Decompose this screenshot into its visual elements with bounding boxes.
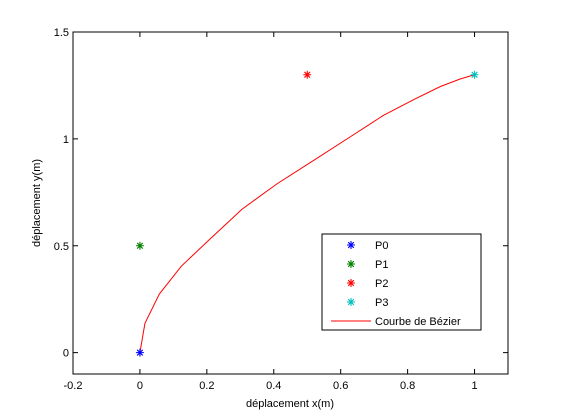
legend-marker-p0 (347, 241, 355, 249)
x-axis-label: déplacement x(m) (246, 398, 334, 410)
point-marker-p1 (135, 241, 144, 250)
point-marker-p2 (303, 70, 312, 79)
x-tick-label: 1 (471, 380, 477, 392)
legend-marker-p1 (347, 260, 355, 268)
y-tick-label: 0 (63, 348, 69, 360)
bezier-curve-layer (139, 74, 475, 353)
x-tick-label: 0.4 (266, 380, 281, 392)
y-tick-label: 1 (63, 134, 69, 146)
legend-marker-p3 (347, 298, 355, 306)
legend-entry-curve: Courbe de Bézier (375, 316, 461, 328)
bezier-curve-line (139, 74, 475, 353)
x-tick-label: 0.2 (199, 380, 214, 392)
x-tick-label: 0 (137, 380, 143, 392)
point-marker-p3 (470, 70, 479, 79)
legend-marker-p2 (347, 279, 355, 287)
x-tick-label: -0.2 (64, 380, 83, 392)
y-axis-label: déplacement y(m) (31, 159, 43, 247)
legend-entry-p2: P2 (375, 278, 388, 290)
axis-ticks: -0.2 0 0.2 0.4 0.6 0.8 1 0 0.5 1 1.5 (54, 27, 508, 392)
point-marker-p0 (135, 348, 144, 357)
legend-entry-p3: P3 (375, 297, 388, 309)
legend-box (321, 233, 482, 331)
x-tick-label: 0.6 (333, 380, 348, 392)
legend-entry-p1: P1 (375, 259, 388, 271)
legend: P0 P1 P2 P3 Courbe de Bézier (321, 233, 482, 331)
y-tick-label: 0.5 (54, 241, 69, 253)
legend-entry-p0: P0 (375, 240, 388, 252)
control-points-layer (135, 70, 479, 357)
y-tick-label: 1.5 (54, 27, 69, 39)
x-tick-label: 0.8 (400, 380, 415, 392)
